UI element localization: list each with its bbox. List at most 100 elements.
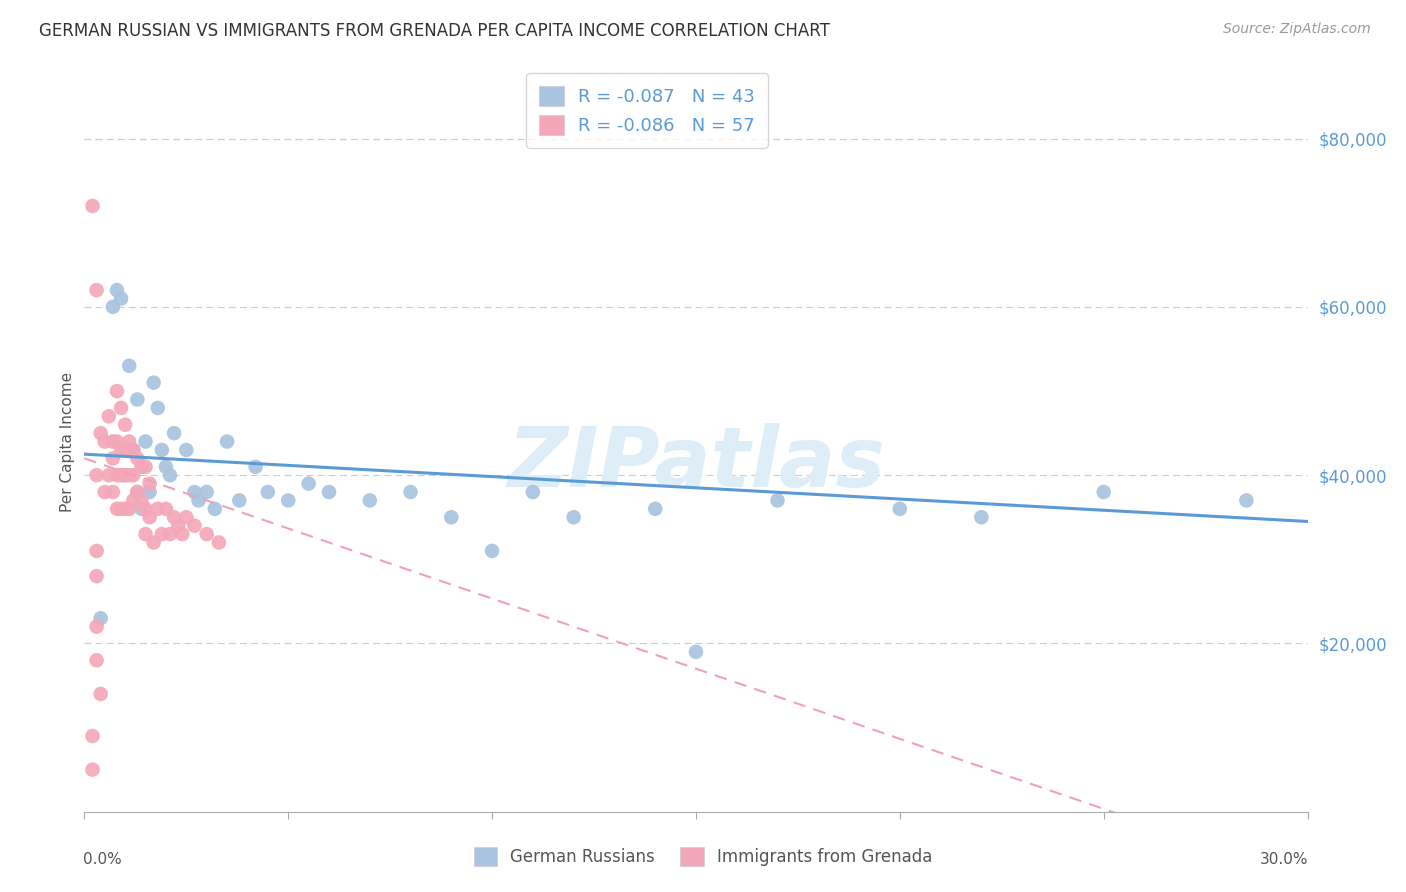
Point bbox=[105, 434, 128, 449]
Point bbox=[970, 510, 993, 524]
Point bbox=[522, 485, 544, 500]
Point bbox=[127, 485, 149, 500]
Text: 30.0%: 30.0% bbox=[1260, 853, 1309, 867]
Point bbox=[159, 527, 181, 541]
Point bbox=[101, 434, 124, 449]
Legend: R = -0.087   N = 43, R = -0.086   N = 57: R = -0.087 N = 43, R = -0.086 N = 57 bbox=[526, 73, 768, 148]
Point bbox=[90, 687, 112, 701]
Point bbox=[90, 611, 112, 625]
Point bbox=[93, 434, 115, 449]
Point bbox=[277, 493, 299, 508]
Point bbox=[155, 501, 177, 516]
Point bbox=[159, 468, 181, 483]
Point bbox=[122, 442, 145, 457]
Text: GERMAN RUSSIAN VS IMMIGRANTS FROM GRENADA PER CAPITA INCOME CORRELATION CHART: GERMAN RUSSIAN VS IMMIGRANTS FROM GRENAD… bbox=[39, 22, 830, 40]
Point bbox=[228, 493, 250, 508]
Point bbox=[481, 544, 503, 558]
Point bbox=[127, 392, 149, 407]
Point bbox=[131, 459, 153, 474]
Point bbox=[195, 485, 218, 500]
Point bbox=[163, 510, 186, 524]
Point bbox=[86, 468, 108, 483]
Point bbox=[122, 442, 145, 457]
Point bbox=[101, 485, 124, 500]
Point bbox=[644, 501, 666, 516]
Point bbox=[183, 518, 205, 533]
Point bbox=[183, 485, 205, 500]
Point bbox=[174, 442, 197, 457]
Point bbox=[1236, 493, 1258, 508]
Point bbox=[167, 518, 190, 533]
Point bbox=[257, 485, 280, 500]
Point bbox=[82, 729, 104, 743]
Point bbox=[105, 283, 128, 297]
Point bbox=[110, 442, 132, 457]
Point bbox=[146, 401, 169, 415]
Point bbox=[562, 510, 585, 524]
Point bbox=[685, 645, 707, 659]
Point bbox=[172, 527, 194, 541]
Point bbox=[86, 619, 108, 633]
Point bbox=[440, 510, 463, 524]
Point bbox=[138, 476, 160, 491]
Point bbox=[110, 292, 132, 306]
Point bbox=[359, 493, 381, 508]
Point bbox=[105, 384, 128, 398]
Point bbox=[135, 434, 157, 449]
Point bbox=[118, 468, 141, 483]
Legend: German Russians, Immigrants from Grenada: German Russians, Immigrants from Grenada bbox=[465, 838, 941, 875]
Point bbox=[82, 199, 104, 213]
Point bbox=[150, 442, 173, 457]
Point bbox=[135, 527, 157, 541]
Point bbox=[114, 501, 136, 516]
Text: 0.0%: 0.0% bbox=[83, 853, 122, 867]
Point bbox=[86, 653, 108, 667]
Point bbox=[142, 376, 165, 390]
Point bbox=[105, 501, 128, 516]
Point bbox=[118, 501, 141, 516]
Point bbox=[114, 468, 136, 483]
Point bbox=[208, 535, 231, 549]
Point bbox=[1092, 485, 1115, 500]
Point bbox=[82, 763, 104, 777]
Text: ZIPatlas: ZIPatlas bbox=[508, 423, 884, 504]
Point bbox=[114, 468, 136, 483]
Point bbox=[889, 501, 911, 516]
Point bbox=[90, 426, 112, 441]
Point bbox=[155, 459, 177, 474]
Point bbox=[399, 485, 422, 500]
Point bbox=[163, 426, 186, 441]
Point bbox=[150, 527, 173, 541]
Point bbox=[146, 501, 169, 516]
Point bbox=[298, 476, 321, 491]
Point bbox=[204, 501, 226, 516]
Point bbox=[118, 434, 141, 449]
Point bbox=[122, 493, 145, 508]
Point bbox=[114, 417, 136, 432]
Point bbox=[97, 468, 120, 483]
Point bbox=[110, 468, 132, 483]
Point bbox=[135, 459, 157, 474]
Point bbox=[110, 501, 132, 516]
Point bbox=[101, 300, 124, 314]
Point bbox=[86, 569, 108, 583]
Point bbox=[97, 409, 120, 424]
Point bbox=[86, 283, 108, 297]
Point bbox=[142, 535, 165, 549]
Point bbox=[131, 501, 153, 516]
Point bbox=[110, 401, 132, 415]
Point bbox=[217, 434, 239, 449]
Point bbox=[105, 468, 128, 483]
Point bbox=[138, 510, 160, 524]
Point bbox=[118, 359, 141, 373]
Point bbox=[86, 544, 108, 558]
Y-axis label: Per Capita Income: Per Capita Income bbox=[60, 371, 75, 512]
Point bbox=[122, 468, 145, 483]
Point bbox=[195, 527, 218, 541]
Point bbox=[135, 501, 157, 516]
Point bbox=[187, 493, 209, 508]
Point bbox=[127, 485, 149, 500]
Point bbox=[138, 485, 160, 500]
Point bbox=[318, 485, 340, 500]
Point bbox=[127, 451, 149, 466]
